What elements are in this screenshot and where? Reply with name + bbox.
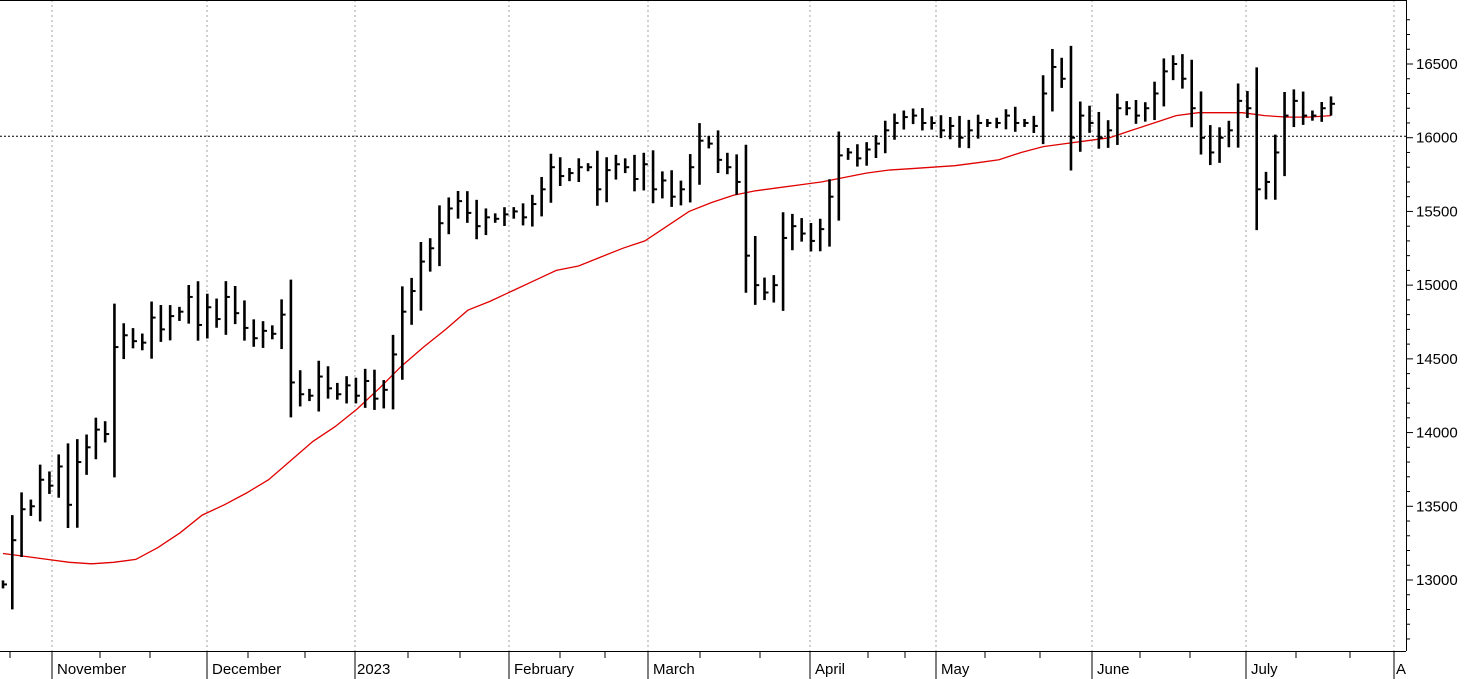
x-tick-label: December: [212, 661, 281, 678]
y-tick-label: 13500: [1416, 498, 1458, 515]
x-tick-label: March: [653, 661, 695, 678]
x-tick-label: 2023: [357, 661, 390, 678]
y-tick-label: 14500: [1416, 351, 1458, 368]
y-tick-label: 14000: [1416, 425, 1458, 442]
moving-average-layer: [2, 112, 1332, 565]
x-tick-label: A: [1396, 661, 1406, 678]
y-tick-label: 15000: [1416, 277, 1458, 294]
moving-average-line: [2, 112, 1332, 565]
y-tick-label: 13000: [1416, 572, 1458, 589]
x-tick-label: February: [514, 661, 575, 678]
x-tick-label: April: [815, 661, 845, 678]
y-tick-label: 16000: [1416, 130, 1458, 147]
price-bars-layer: [1, 45, 1335, 610]
x-tick-label: November: [57, 661, 126, 678]
x-tick-label: May: [941, 661, 970, 678]
y-tick-label: 16500: [1416, 56, 1458, 73]
y-tick-label: 15500: [1416, 203, 1458, 220]
x-tick-label: July: [1251, 661, 1278, 678]
x-tick-label: June: [1097, 661, 1130, 678]
